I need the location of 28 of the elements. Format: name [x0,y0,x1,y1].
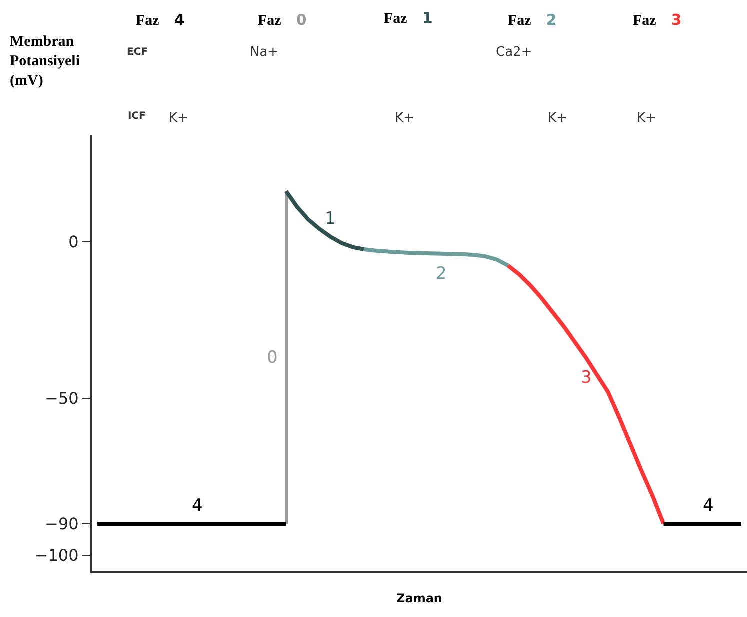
x-axis-title: Zaman [396,591,442,606]
text: Faz 1 [384,9,433,27]
series-label: 3 [581,368,592,388]
line-series [506,264,666,526]
y-tick-label: 0 [68,232,79,252]
series-label: 1 [325,209,336,229]
line-series [284,189,366,252]
series-label: 2 [436,264,447,284]
text: Na+ [250,45,279,60]
series-label: 4 [703,496,714,516]
y-tick-label: −90 [45,514,79,534]
y-tick-label: −100 [34,546,79,565]
y-axis-title: Membran Potansiyeli (mV) [10,34,80,89]
line-series [362,247,510,268]
text: K+ [548,111,568,126]
series-label: 4 [192,496,203,516]
text: ICF [128,111,146,122]
series-label: 0 [267,348,278,368]
text: Faz 4 [136,11,185,29]
y-tick-label: −50 [45,389,79,408]
text: Faz 3 [633,11,682,29]
text: ECF [127,47,148,58]
text: K+ [395,111,414,126]
text: K+ [637,111,656,126]
text: Faz 2 [508,11,557,29]
text: Ca2+ [496,45,532,60]
text: K+ [169,111,188,126]
text: Faz 0 [258,11,307,29]
